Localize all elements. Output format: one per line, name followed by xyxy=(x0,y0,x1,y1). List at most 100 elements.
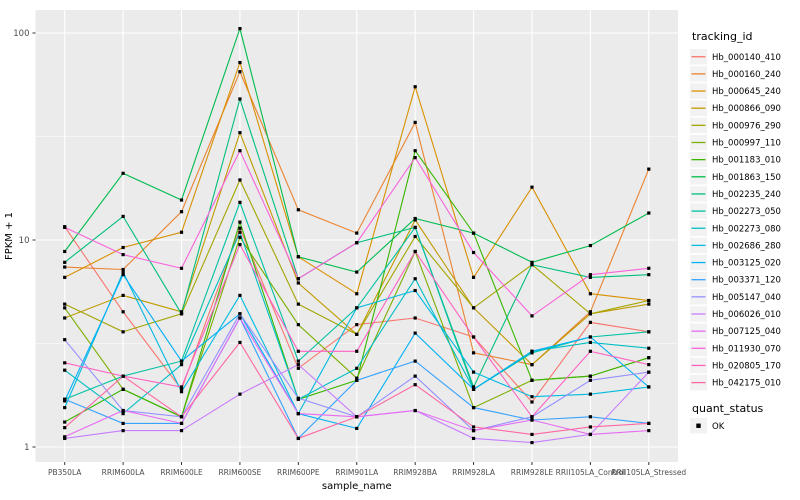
data-point[interactable] xyxy=(121,270,125,274)
data-point[interactable] xyxy=(121,408,125,413)
data-point[interactable] xyxy=(588,312,592,316)
data-point[interactable] xyxy=(296,349,300,353)
data-point[interactable] xyxy=(121,387,125,391)
data-point[interactable] xyxy=(179,198,184,202)
data-point[interactable] xyxy=(238,293,242,297)
legend-item-label[interactable]: Hb_002686_280 xyxy=(712,241,781,251)
data-point[interactable] xyxy=(413,383,417,387)
data-point[interactable] xyxy=(413,216,417,221)
data-point[interactable] xyxy=(471,406,476,410)
data-point[interactable] xyxy=(355,366,359,370)
data-point[interactable] xyxy=(413,288,417,293)
data-point[interactable] xyxy=(121,273,125,277)
data-point[interactable] xyxy=(179,421,184,426)
data-point[interactable] xyxy=(530,349,534,353)
data-point[interactable] xyxy=(121,253,125,257)
data-point[interactable] xyxy=(63,338,67,342)
legend-item-label[interactable]: Hb_011930_070 xyxy=(712,344,781,354)
data-point[interactable] xyxy=(63,420,67,424)
data-point[interactable] xyxy=(413,120,417,124)
data-point[interactable] xyxy=(355,270,359,274)
data-point[interactable] xyxy=(471,425,476,429)
data-point[interactable] xyxy=(238,60,242,65)
data-point[interactable] xyxy=(63,399,67,403)
data-point[interactable] xyxy=(647,302,651,306)
data-point[interactable] xyxy=(647,273,651,277)
data-point[interactable] xyxy=(413,408,417,413)
data-point[interactable] xyxy=(471,429,476,433)
data-point[interactable] xyxy=(238,220,242,224)
data-point[interactable] xyxy=(179,363,184,367)
data-point[interactable] xyxy=(63,406,67,410)
data-point[interactable] xyxy=(179,310,184,314)
data-point[interactable] xyxy=(238,70,242,74)
data-point[interactable] xyxy=(647,167,651,171)
data-point[interactable] xyxy=(296,359,300,363)
data-point[interactable] xyxy=(355,376,359,380)
data-point[interactable] xyxy=(179,429,184,433)
data-point[interactable] xyxy=(471,385,476,389)
data-point[interactable] xyxy=(413,234,417,239)
data-point[interactable] xyxy=(296,255,300,259)
data-point[interactable] xyxy=(647,211,651,215)
data-point[interactable] xyxy=(63,275,67,279)
legend-item-label[interactable]: Hb_001183_010 xyxy=(712,156,781,166)
data-point[interactable] xyxy=(63,361,67,365)
data-point[interactable] xyxy=(121,421,125,426)
data-point[interactable] xyxy=(63,302,67,306)
data-point[interactable] xyxy=(471,351,476,355)
data-point[interactable] xyxy=(647,266,651,270)
data-point[interactable] xyxy=(471,306,476,310)
data-point[interactable] xyxy=(355,378,359,382)
legend-item-label[interactable]: Hb_000997_110 xyxy=(712,139,781,149)
data-point[interactable] xyxy=(121,267,125,272)
data-point[interactable] xyxy=(121,310,125,314)
legend-item-label[interactable]: Hb_000645_240 xyxy=(712,87,781,97)
data-point[interactable] xyxy=(588,374,592,378)
data-point[interactable] xyxy=(588,275,592,279)
data-point[interactable] xyxy=(238,131,242,135)
data-point[interactable] xyxy=(296,277,300,281)
data-point[interactable] xyxy=(296,281,300,285)
legend-item-label[interactable]: Hb_002273_080 xyxy=(712,224,781,234)
data-point[interactable] xyxy=(588,292,592,296)
legend-item-label[interactable]: Hb_005147_040 xyxy=(712,293,781,303)
data-point[interactable] xyxy=(471,387,476,391)
data-point[interactable] xyxy=(530,185,534,189)
data-point[interactable] xyxy=(413,249,417,254)
data-point[interactable] xyxy=(647,298,651,303)
data-point[interactable] xyxy=(647,421,651,426)
data-point[interactable] xyxy=(121,374,125,378)
data-point[interactable] xyxy=(296,366,300,370)
data-point[interactable] xyxy=(63,316,67,320)
data-point[interactable] xyxy=(588,335,592,339)
data-point[interactable] xyxy=(413,316,417,320)
legend-item-label[interactable]: Hb_002235_240 xyxy=(712,190,781,200)
data-point[interactable] xyxy=(530,260,534,264)
data-point[interactable] xyxy=(179,385,184,389)
data-point[interactable] xyxy=(355,231,359,235)
data-point[interactable] xyxy=(238,226,242,230)
legend-item-label[interactable]: Hb_003125_020 xyxy=(712,259,781,269)
data-point[interactable] xyxy=(647,363,651,367)
data-point[interactable] xyxy=(588,243,592,248)
data-point[interactable] xyxy=(63,225,67,230)
data-point[interactable] xyxy=(647,385,651,389)
data-point[interactable] xyxy=(471,436,476,441)
data-point[interactable] xyxy=(355,292,359,296)
data-point[interactable] xyxy=(588,310,592,314)
data-point[interactable] xyxy=(63,306,67,310)
data-point[interactable] xyxy=(179,312,184,316)
data-point[interactable] xyxy=(121,245,125,250)
data-point[interactable] xyxy=(121,429,125,433)
data-point[interactable] xyxy=(471,231,476,235)
data-point[interactable] xyxy=(588,425,592,429)
data-point[interactable] xyxy=(647,429,651,433)
legend-item-label[interactable]: Hb_007125_040 xyxy=(712,327,781,337)
data-point[interactable] xyxy=(647,330,651,334)
data-point[interactable] xyxy=(179,266,184,270)
data-point[interactable] xyxy=(238,392,242,396)
data-point[interactable] xyxy=(355,306,359,310)
data-point[interactable] xyxy=(471,370,476,374)
legend-item-label[interactable]: Hb_000160_240 xyxy=(712,70,781,80)
